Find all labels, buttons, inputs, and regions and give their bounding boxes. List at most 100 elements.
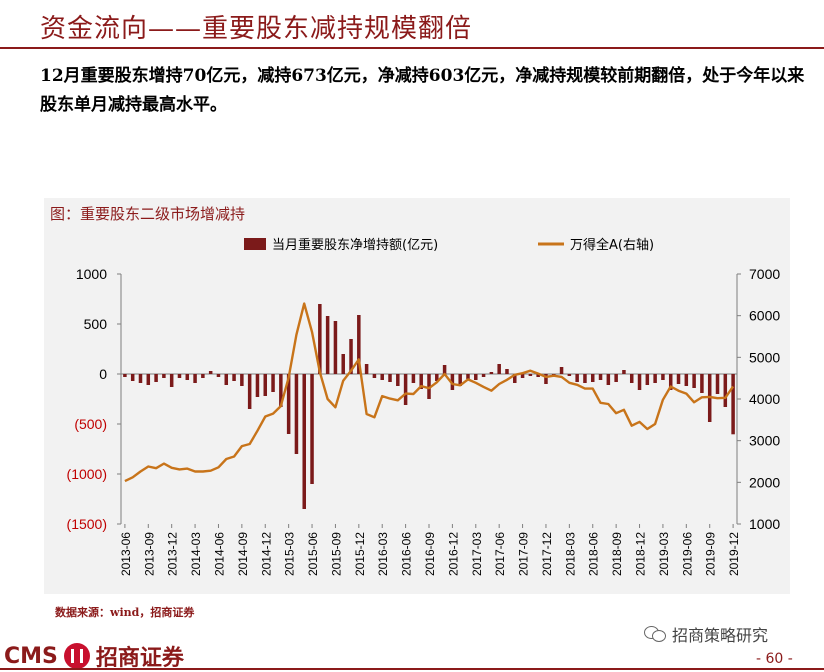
x-tick-label: 2014-09 bbox=[236, 532, 250, 576]
right-tick-label: 5000 bbox=[749, 349, 780, 365]
data-source: 数据来源：wind，招商证券 bbox=[55, 606, 195, 619]
bar-net-change bbox=[357, 315, 361, 374]
bar-net-change bbox=[146, 374, 151, 385]
bar-net-change bbox=[380, 374, 384, 380]
bar-net-change bbox=[185, 374, 190, 380]
bar-net-change bbox=[372, 374, 377, 378]
wechat-watermark: 招商策略研究 bbox=[644, 622, 768, 646]
left-tick-label: 500 bbox=[84, 316, 108, 332]
bar-net-change bbox=[637, 374, 642, 390]
bar-net-change bbox=[154, 374, 158, 382]
bar-net-change bbox=[318, 304, 322, 374]
bar-net-change bbox=[668, 374, 673, 390]
logo-latin: CMS bbox=[4, 643, 58, 669]
bar-net-change bbox=[559, 367, 564, 374]
bar-net-change bbox=[590, 374, 595, 382]
bar-net-change bbox=[177, 374, 182, 378]
bar-net-change bbox=[583, 374, 587, 383]
bar-net-change bbox=[645, 374, 650, 385]
bar-net-change bbox=[162, 374, 166, 378]
left-tick-label: (500) bbox=[74, 416, 107, 432]
wechat-icon bbox=[644, 626, 666, 642]
bar-net-change bbox=[723, 374, 728, 407]
wechat-account-name: 招商策略研究 bbox=[672, 626, 769, 645]
x-tick-label: 2019-03 bbox=[657, 532, 671, 576]
x-tick-label: 2013-06 bbox=[119, 532, 133, 576]
bar-net-change bbox=[310, 374, 314, 484]
right-tick-label: 3000 bbox=[749, 433, 780, 449]
bar-net-change bbox=[700, 374, 704, 393]
x-tick-label: 2015-09 bbox=[329, 532, 343, 576]
x-tick-label: 2018-12 bbox=[634, 532, 648, 576]
right-tick-label: 1000 bbox=[749, 516, 780, 532]
x-tick-label: 2015-03 bbox=[283, 532, 297, 576]
logo-mark-icon bbox=[63, 643, 90, 669]
bar-net-change bbox=[419, 374, 423, 389]
bar-net-change bbox=[466, 374, 470, 379]
legend-bar-label: 当月重要股东净增持额(亿元) bbox=[272, 237, 438, 253]
bar-net-change bbox=[208, 371, 213, 374]
bar-net-change bbox=[567, 374, 572, 376]
left-tick-label: 1000 bbox=[76, 266, 107, 282]
summary-text: 12月重要股东增持70亿元，减持673亿元，净减持603亿元，净减持规模较前期翻… bbox=[40, 66, 805, 115]
bar-net-change bbox=[271, 374, 275, 392]
chart-title: 图：重要股东二级市场增减持 bbox=[50, 205, 246, 223]
bar-net-change bbox=[520, 374, 525, 378]
bar-net-change bbox=[731, 374, 735, 435]
x-tick-label: 2015-06 bbox=[306, 532, 320, 576]
bar-net-change bbox=[411, 374, 416, 383]
bar-net-change bbox=[715, 374, 720, 394]
bar-net-change bbox=[435, 374, 439, 381]
bar-net-change bbox=[201, 374, 205, 378]
x-tick-label: 2013-12 bbox=[166, 532, 180, 576]
bar-net-change bbox=[247, 374, 252, 409]
bar-net-change bbox=[286, 374, 291, 434]
bar-net-change bbox=[388, 374, 392, 382]
x-tick-label: 2015-12 bbox=[353, 532, 367, 576]
bar-net-change bbox=[676, 374, 681, 384]
bar-net-change bbox=[692, 374, 696, 388]
bar-net-change bbox=[193, 374, 197, 383]
bar-net-change bbox=[489, 372, 494, 374]
bar-net-change bbox=[169, 374, 174, 387]
x-tick-label: 2019-12 bbox=[727, 532, 741, 576]
bar-net-change bbox=[442, 365, 447, 374]
bar-net-change bbox=[528, 374, 533, 376]
bar-net-change bbox=[536, 374, 540, 377]
bar-net-change bbox=[622, 370, 626, 374]
bar-net-change bbox=[653, 374, 657, 383]
x-tick-label: 2016-06 bbox=[400, 532, 414, 576]
right-tick-label: 7000 bbox=[749, 266, 780, 282]
bar-net-change bbox=[474, 374, 478, 380]
x-tick-label: 2018-09 bbox=[610, 532, 624, 576]
company-logo: CMS 招商证券 bbox=[4, 640, 184, 672]
bar-net-change bbox=[629, 374, 634, 383]
title-divider bbox=[0, 47, 824, 49]
bar-net-change bbox=[240, 374, 244, 386]
x-tick-label: 2013-09 bbox=[142, 532, 156, 576]
x-tick-label: 2018-03 bbox=[563, 532, 577, 576]
bar-net-change bbox=[123, 374, 127, 377]
bar-net-change bbox=[684, 374, 689, 386]
bar-net-change bbox=[349, 339, 353, 374]
left-tick-label: 0 bbox=[99, 366, 107, 382]
x-tick-label: 2017-03 bbox=[470, 532, 484, 576]
x-tick-label: 2014-12 bbox=[259, 532, 273, 576]
x-tick-label: 2018-06 bbox=[587, 532, 601, 576]
bar-net-change bbox=[458, 374, 462, 386]
bar-net-change bbox=[614, 374, 618, 382]
right-tick-label: 4000 bbox=[749, 391, 780, 407]
bar-net-change bbox=[138, 374, 143, 383]
bar-net-change bbox=[232, 374, 236, 381]
bar-net-change bbox=[294, 374, 299, 454]
bar-net-change bbox=[279, 374, 283, 407]
bar-net-change bbox=[497, 364, 501, 374]
bar-net-change bbox=[396, 374, 400, 386]
bar-net-change bbox=[544, 374, 548, 384]
bar-net-change bbox=[481, 374, 486, 377]
right-tick-label: 2000 bbox=[749, 474, 780, 490]
legend-line-label: 万得全A(右轴) bbox=[570, 237, 654, 253]
logo-chinese: 招商证券 bbox=[95, 645, 184, 671]
x-tick-label: 2019-09 bbox=[704, 532, 718, 576]
